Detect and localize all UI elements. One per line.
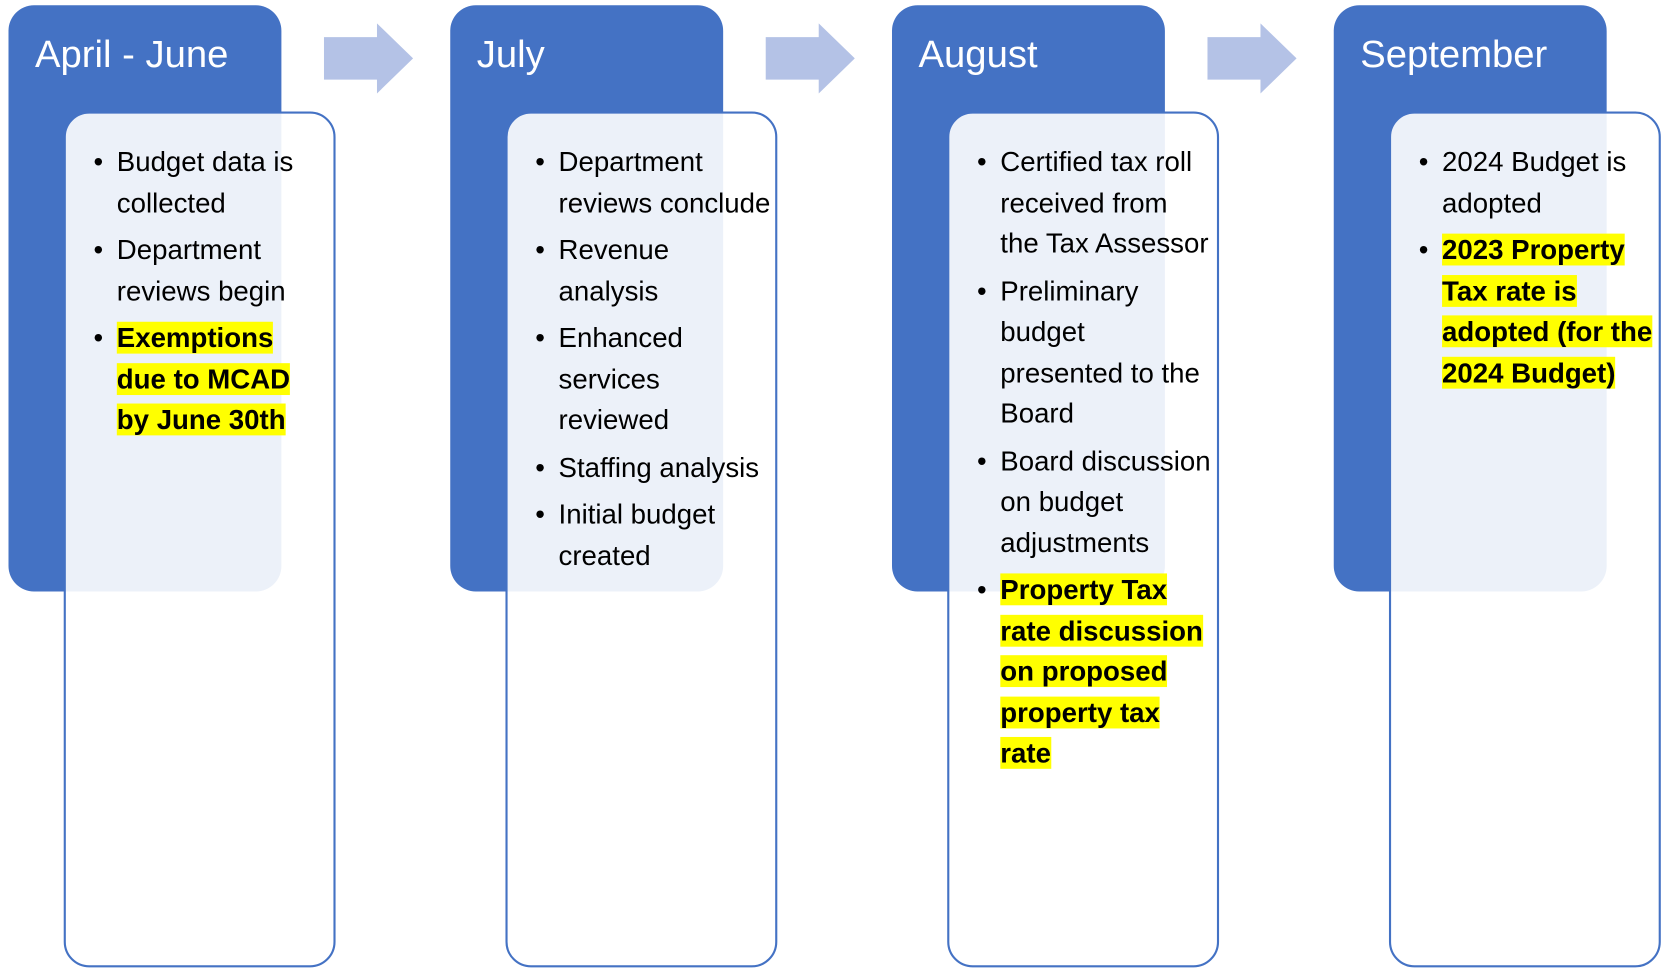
highlighted-text: Exemptions due to MCAD by June 30th xyxy=(116,321,291,436)
list-item: Budget data is collected xyxy=(93,141,329,223)
item-text: Revenue analysis xyxy=(558,233,670,307)
item-text: Department reviews begin xyxy=(116,233,286,307)
list-item: Department reviews conclude xyxy=(535,141,771,223)
arrow-shape xyxy=(765,23,855,94)
item-text: Preliminary budget presented to the Boar… xyxy=(1000,274,1200,430)
item-text: Certified tax roll received from the Tax… xyxy=(1000,145,1209,260)
list-item: Initial budget created xyxy=(535,494,771,576)
stage-title: August xyxy=(918,31,1038,76)
list-item: 2023 Property Tax rate is adopted (for t… xyxy=(1419,229,1654,393)
item-text: Board discussion on budget adjustments xyxy=(1000,444,1211,559)
stage-title: September xyxy=(1360,31,1548,76)
item-list: Department reviews conclude Revenue analy… xyxy=(535,141,771,582)
list-item: Certified tax roll received from the Tax… xyxy=(977,141,1212,264)
highlighted-text: Property Tax rate discussion on proposed… xyxy=(1000,573,1203,769)
item-text: Initial budget created xyxy=(558,498,716,571)
arrow xyxy=(1207,23,1297,94)
highlighted-text: 2023 Property Tax rate is adopted (for t… xyxy=(1442,233,1653,389)
item-text: Staffing analysis xyxy=(558,450,760,483)
item-list: Certified tax roll received from the Tax… xyxy=(977,141,1212,780)
stage-title: April - June xyxy=(35,31,229,76)
item-text: Enhanced services reviewed xyxy=(558,321,683,436)
item-list: 2024 Budget is adopted 2023 Property Tax … xyxy=(1419,141,1654,399)
item-text: 2024 Budget is adopted xyxy=(1442,145,1627,219)
list-item: Revenue analysis xyxy=(535,229,771,311)
arrow-shape xyxy=(323,23,414,94)
arrow-shape xyxy=(1207,23,1297,94)
arrow xyxy=(323,23,414,94)
list-item: Staffing analysis xyxy=(535,447,771,488)
list-item: Property Tax rate discussion on proposed… xyxy=(977,569,1212,773)
list-item: Exemptions due to MCAD by June 30th xyxy=(93,318,329,441)
arrow xyxy=(765,23,855,94)
list-item: Department reviews begin xyxy=(93,229,329,311)
list-item: Enhanced services reviewed xyxy=(535,318,771,441)
list-item: Preliminary budget presented to the Boar… xyxy=(977,270,1212,434)
item-text: Budget data is collected xyxy=(116,145,294,219)
stage-title: July xyxy=(476,31,545,76)
item-text: Department reviews conclude xyxy=(558,145,771,219)
item-list: Budget data is collected Department revie… xyxy=(93,141,329,446)
list-item: Board discussion on budget adjustments xyxy=(977,440,1212,563)
list-item: 2024 Budget is adopted xyxy=(1419,141,1654,223)
